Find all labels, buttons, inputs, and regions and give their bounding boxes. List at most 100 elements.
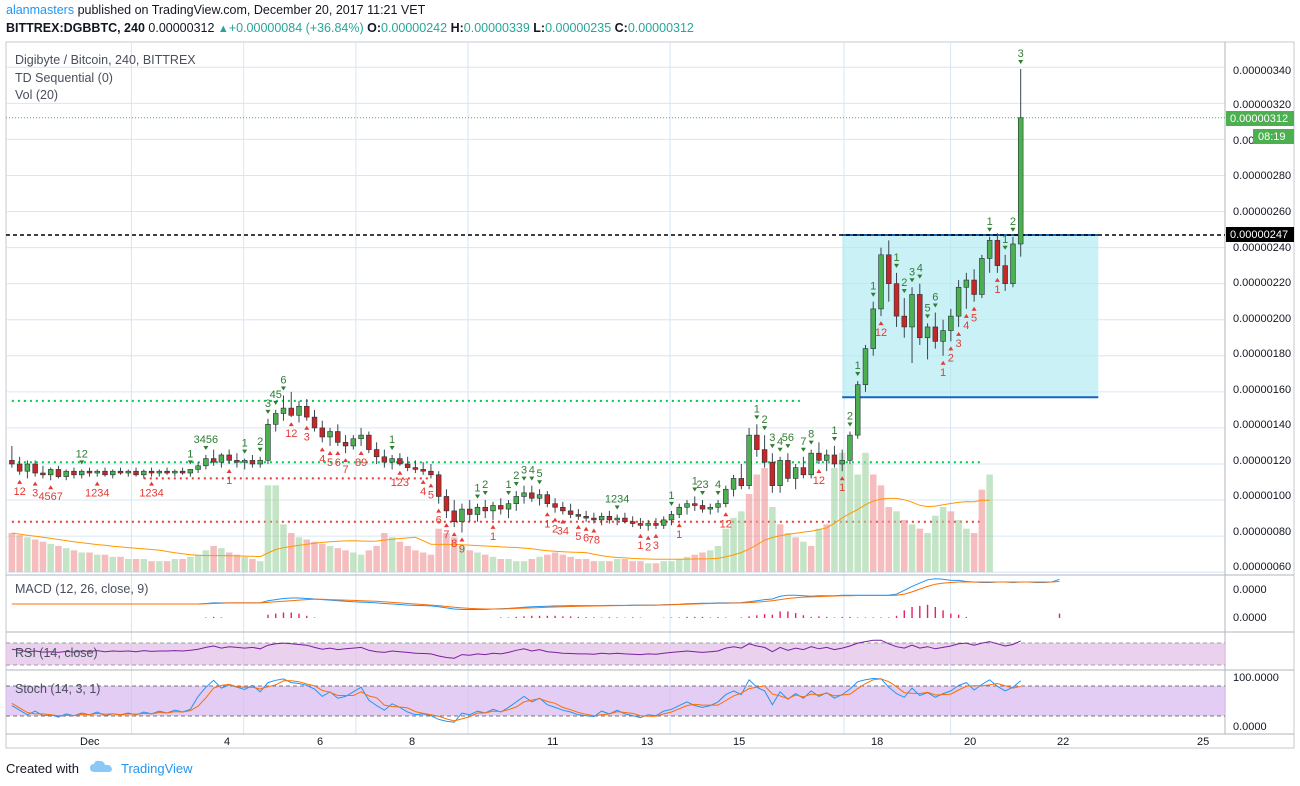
volume-bar <box>78 552 85 572</box>
td-up-marker <box>700 491 706 496</box>
td-down-marker <box>288 422 294 427</box>
author-link[interactable]: alanmasters <box>6 3 75 17</box>
td-down-marker <box>637 533 643 538</box>
td-up-count: 1 <box>831 425 837 437</box>
bear-candle <box>901 315 907 328</box>
bear-candle <box>917 294 923 339</box>
td-up-marker <box>909 278 915 283</box>
bear-candle <box>622 517 628 523</box>
bear-candle <box>133 470 139 476</box>
volume-bar <box>823 524 830 572</box>
td-up-count: 3 <box>521 465 527 477</box>
volume-bar <box>606 561 613 572</box>
td-up-count: 1 <box>187 448 193 460</box>
price-axis[interactable]: 0.00000340 0.00000320 0.00 0.00000280 0.… <box>1233 65 1291 573</box>
td-up-count: 6 <box>932 292 938 304</box>
time-label: 8 <box>409 736 415 748</box>
td-up-count: 45 <box>270 389 282 401</box>
td-down-count: 34 <box>557 525 569 537</box>
volume-bar <box>163 561 171 572</box>
td-down-marker <box>226 468 232 473</box>
bear-candle <box>319 427 325 438</box>
volume-bar <box>357 554 365 572</box>
bull-candle <box>273 413 279 425</box>
bull-candle <box>241 460 248 463</box>
bear-candle <box>653 523 659 526</box>
bull-candle <box>521 492 527 497</box>
td-up-marker <box>506 491 512 496</box>
td-down-count: 5 <box>327 457 333 469</box>
volume-bar <box>419 552 427 572</box>
bear-candle <box>529 492 535 499</box>
volume-ma-line <box>11 497 990 560</box>
countdown-badge <box>1253 129 1294 144</box>
td-up-marker <box>715 491 721 496</box>
bull-candle <box>203 458 209 467</box>
td-down-count: 12 <box>720 518 732 530</box>
volume-bar <box>590 561 598 572</box>
main-legend-title[interactable]: Digibyte / Bitcoin, 240, BITTREX <box>15 53 196 67</box>
td-down-marker <box>335 450 341 455</box>
td-down-marker <box>436 508 442 513</box>
open-label: O: <box>367 21 382 35</box>
td-up-marker <box>932 303 938 308</box>
bear-candle <box>249 460 256 465</box>
chart-frame <box>5 41 1295 749</box>
bear-candle <box>164 470 170 474</box>
td-down-marker <box>583 526 589 531</box>
td-up-count: 12 <box>76 448 88 460</box>
bear-candle <box>412 467 419 470</box>
bull-candle <box>474 506 481 515</box>
td-legend[interactable]: TD Sequential (0) <box>15 71 113 85</box>
volume-bar <box>947 511 955 572</box>
td-down-marker <box>397 470 403 475</box>
volume-bar <box>218 548 225 572</box>
vol-legend[interactable]: Vol (20) <box>15 88 58 102</box>
bear-candle <box>567 510 574 515</box>
low-label: L: <box>533 21 546 35</box>
bull-candle <box>79 470 85 476</box>
bear-candle <box>451 510 457 523</box>
td-up-marker <box>692 487 698 492</box>
volume-bar <box>256 561 264 572</box>
stoch-legend[interactable]: Stoch (14, 3, 1) <box>15 682 100 696</box>
td-down-marker <box>420 479 426 484</box>
time-axis[interactable]: Dec 4 6 8 11 13 15 18 20 22 25 <box>80 736 1209 748</box>
bull-candle <box>1010 243 1016 284</box>
td-up-marker <box>855 372 861 377</box>
td-down-marker <box>878 321 884 326</box>
td-up-count: 1 <box>987 216 993 228</box>
macd-legend[interactable]: MACD (12, 26, close, 9) <box>15 582 148 596</box>
td-up-marker <box>537 480 543 485</box>
volume-bar <box>101 554 109 572</box>
bull-candle <box>358 434 364 440</box>
price-tick: 0.00000260 <box>1233 206 1291 218</box>
td-up-marker <box>257 447 263 452</box>
tradingview-link[interactable]: TradingView <box>120 761 193 776</box>
td-down-marker <box>94 481 100 486</box>
td-down-count: 5 <box>575 531 581 543</box>
bull-candle <box>257 460 263 465</box>
bear-candle <box>637 523 644 526</box>
bear-candle <box>932 326 939 342</box>
bull-candle <box>195 465 201 470</box>
time-label: 11 <box>547 736 558 748</box>
td-up-marker <box>847 422 853 427</box>
td-up-marker <box>777 447 783 452</box>
td-down-count: 2 <box>645 542 651 554</box>
bull-candle <box>172 470 178 474</box>
volume-bar <box>326 546 334 572</box>
bear-candle <box>304 405 310 418</box>
price-tick: 0.00000180 <box>1233 348 1291 360</box>
bull-candle <box>808 452 814 476</box>
volume-bar <box>846 463 854 572</box>
volume-bar <box>396 541 404 572</box>
volume-bar <box>156 561 163 572</box>
volume-bar <box>125 559 132 572</box>
bear-candle <box>443 496 450 512</box>
stoch-tick: 0.0000 <box>1233 721 1267 733</box>
volume-bar <box>637 561 644 572</box>
volume-bar <box>513 561 520 572</box>
rsi-legend[interactable]: RSI (14, close) <box>15 646 98 660</box>
